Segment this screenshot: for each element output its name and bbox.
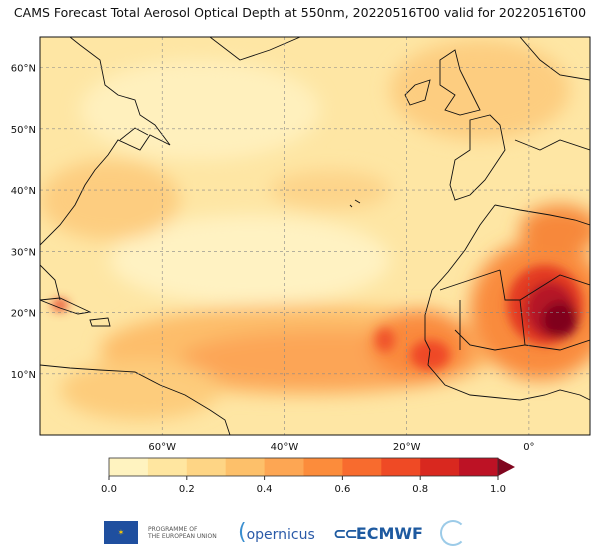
colorbar-segment [459,458,499,476]
colorbar-frame [108,457,499,477]
lat-tick-label: 30°N [11,247,36,258]
lon-tick-label: 0° [523,442,534,453]
colorbar-tick-label: 1.0 [490,484,506,495]
lat-tick-label: 50°N [11,125,36,136]
colorbar-segment [186,458,227,476]
map-title: CAMS Forecast Total Aerosol Optical Dept… [13,5,587,20]
coastlines [40,37,590,435]
colorbar-segment [147,458,188,476]
copernicus-text: opernicus [246,527,315,543]
colorbar-segment [109,458,149,476]
aod-field [40,37,590,435]
gridlines [40,37,590,435]
colorbar-segment [420,458,460,476]
wmo-logo [440,520,466,546]
colorbar-segment [264,458,304,476]
lon-tick-label: 60°W [148,442,176,453]
lat-tick-label: 20°N [11,309,36,320]
eu-programme-text: PROGRAMME OF THE EUROPEAN UNION [148,526,217,540]
colorbar: 0.0 0.2 0.4 0.6 0.8 1.0 [101,457,515,495]
colorbar-segment [381,458,421,476]
lon-tick-label: 40°W [271,442,299,453]
lon-tick-label: 20°W [393,442,421,453]
map-frame [39,36,591,436]
colorbar-segment [342,458,382,476]
colorbar-extend-arrow [498,458,515,476]
eu-flag-logo: ✶ [104,521,138,544]
eu-text-line2: THE EUROPEAN UNION [148,533,217,540]
ecmwf-text: ECMWF [355,524,423,543]
colorbar-segment [225,458,266,476]
eu-text-line1: PROGRAMME OF [148,526,198,533]
lat-tick-label: 60°N [11,64,36,75]
colorbar-segment [303,458,343,476]
colorbar-tick-label: 0.2 [179,484,195,495]
lat-tick-label: 10°N [11,370,36,381]
colorbar-tick-label: 0.6 [334,484,350,495]
lat-tick-label: 40°N [11,186,36,197]
copernicus-logo: (opernicus [238,520,315,545]
colorbar-tick-label: 0.8 [412,484,428,495]
ecmwf-logo: ⊂⊂ECMWF [333,524,423,543]
colorbar-tick-label: 0.0 [101,484,117,495]
colorbar-tick-label: 0.4 [257,484,273,495]
